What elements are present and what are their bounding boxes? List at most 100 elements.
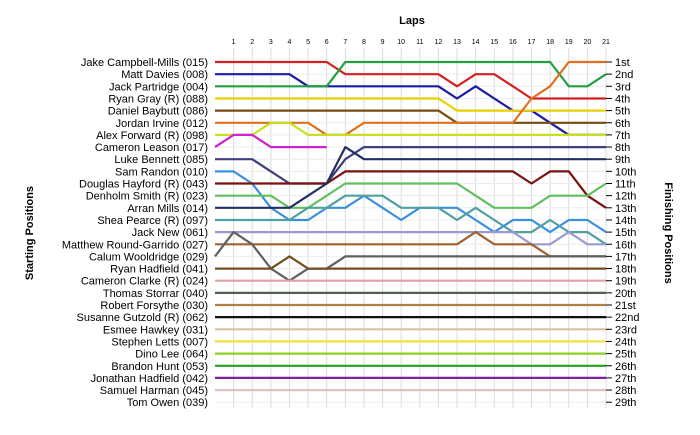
series-line-13 bbox=[215, 146, 606, 209]
series-line-8 bbox=[214, 133, 327, 149]
finishing-position-labels: 1st2nd3rd4th5th6th7th8th9th10th11th12th1… bbox=[606, 57, 639, 409]
starting-position-label: Brandon Hunt (053) bbox=[111, 361, 208, 373]
series-line-15 bbox=[215, 231, 606, 246]
finishing-position-label: 15th bbox=[615, 227, 636, 239]
finishing-position-label: 22nd bbox=[615, 312, 639, 324]
starting-position-label: Jonathan Hadfield (042) bbox=[91, 373, 208, 385]
finishing-position-label: 13th bbox=[615, 203, 636, 215]
starting-position-label: Denholm Smith (R) (023) bbox=[86, 191, 208, 203]
finishing-position-label: 2nd bbox=[615, 69, 633, 81]
x-tick-label: 8 bbox=[362, 39, 366, 46]
x-tick-label: 3 bbox=[269, 39, 273, 46]
starting-position-label: Cameron Leason (017) bbox=[95, 142, 208, 154]
finishing-position-label: 27th bbox=[615, 373, 636, 385]
starting-position-label: Jake Campbell-Mills (015) bbox=[81, 57, 208, 69]
finishing-position-label: 4th bbox=[615, 93, 630, 105]
finishing-position-label: 25th bbox=[615, 349, 636, 361]
starting-position-label: Jack Partridge (004) bbox=[109, 81, 208, 93]
x-tick-label: 17 bbox=[528, 39, 536, 46]
series-lines bbox=[214, 60, 607, 392]
series-line-18 bbox=[215, 255, 606, 270]
x-tick-label: 18 bbox=[546, 39, 554, 46]
x-tick-label: 21 bbox=[602, 39, 610, 46]
starting-position-label: Ryan Hadfield (041) bbox=[110, 264, 208, 276]
finishing-position-label: 5th bbox=[615, 106, 630, 118]
finishing-position-label: 9th bbox=[615, 154, 630, 166]
series-line-14 bbox=[215, 194, 607, 246]
finishing-position-label: 1st bbox=[615, 57, 630, 69]
finishing-position-label: 19th bbox=[615, 276, 636, 288]
series-line-3 bbox=[215, 60, 607, 88]
finishing-position-label: 26th bbox=[615, 361, 636, 373]
series-line-17 bbox=[214, 231, 606, 282]
finishing-position-label: 23rd bbox=[615, 324, 637, 336]
starting-position-label: Jordan Irvine (012) bbox=[116, 118, 208, 130]
starting-position-label: Douglas Hayford (R) (043) bbox=[79, 179, 208, 191]
starting-position-label: Sam Randon (010) bbox=[115, 166, 208, 178]
starting-position-label: Samuel Harman (045) bbox=[100, 385, 208, 397]
x-tick-label: 1 bbox=[232, 39, 236, 46]
x-tick-label: 16 bbox=[509, 39, 517, 46]
finishing-position-label: 12th bbox=[615, 191, 636, 203]
finishing-position-label: 18th bbox=[615, 264, 636, 276]
starting-position-label: Cameron Clarke (R) (024) bbox=[81, 276, 208, 288]
x-tick-label: 13 bbox=[453, 39, 461, 46]
starting-position-label: Matt Davies (008) bbox=[121, 69, 208, 81]
x-tick-label: 2 bbox=[250, 39, 254, 46]
x-axis-title: Laps bbox=[399, 15, 425, 27]
x-tick-label: 11 bbox=[416, 39, 423, 46]
finishing-position-label: 20th bbox=[615, 288, 636, 300]
x-tick-label: 6 bbox=[325, 39, 329, 46]
starting-position-label: Esmee Hawkey (031) bbox=[103, 324, 208, 336]
starting-position-label: Ryan Gray (R) (088) bbox=[108, 93, 208, 105]
finishing-position-label: 17th bbox=[615, 251, 636, 263]
finishing-position-label: 6th bbox=[615, 118, 630, 130]
x-tick-label: 12 bbox=[435, 39, 443, 46]
series-line-12 bbox=[215, 182, 607, 209]
series-line-16 bbox=[215, 231, 606, 258]
x-tick-labels: 1 2 3 4 5 6 7 8 9 10 11 12 13 14 15 16 17 18 19 20 21 bbox=[232, 39, 610, 46]
starting-position-label: Daniel Baybutt (086) bbox=[108, 106, 208, 118]
series-line-7 bbox=[215, 121, 606, 136]
starting-position-label: Luke Bennett (085) bbox=[114, 154, 208, 166]
finishing-position-label: 21st bbox=[615, 300, 636, 312]
starting-position-label: Tom Owen (039) bbox=[127, 397, 208, 409]
finishing-position-label: 8th bbox=[615, 142, 630, 154]
series-line-9 bbox=[215, 146, 606, 185]
x-tick-label: 7 bbox=[343, 39, 347, 46]
y-axis-title-right: Finishing Positions bbox=[662, 182, 674, 283]
finishing-position-label: 7th bbox=[615, 130, 630, 142]
starting-position-label: Arran Mills (014) bbox=[127, 203, 208, 215]
starting-position-labels: Jake Campbell-Mills (015)Matt Davies (00… bbox=[62, 57, 208, 409]
finishing-position-label: 28th bbox=[615, 385, 636, 397]
finishing-position-label: 16th bbox=[615, 239, 636, 251]
x-tick-label: 20 bbox=[583, 39, 591, 46]
starting-position-label: Shea Pearce (R) (097) bbox=[97, 215, 208, 227]
x-tick-label: 19 bbox=[565, 39, 573, 46]
starting-position-label: Thomas Storrar (040) bbox=[103, 288, 208, 300]
finishing-position-label: 10th bbox=[615, 166, 636, 178]
finishing-position-label: 24th bbox=[615, 336, 636, 348]
starting-position-label: Matthew Round-Garrido (027) bbox=[62, 239, 208, 251]
series-line-2 bbox=[215, 73, 606, 136]
finishing-position-label: 29th bbox=[615, 397, 636, 409]
series-line-1 bbox=[215, 60, 606, 100]
starting-position-label: Jack New (061) bbox=[132, 227, 208, 239]
x-tick-label: 5 bbox=[306, 39, 310, 46]
x-tick-label: 9 bbox=[381, 39, 385, 46]
x-tick-label: 4 bbox=[288, 39, 292, 46]
starting-position-label: Alex Forward (R) (098) bbox=[96, 130, 208, 142]
finishing-position-label: 3rd bbox=[615, 81, 631, 93]
starting-position-label: Calum Wooldridge (029) bbox=[89, 251, 208, 263]
starting-position-label: Dino Lee (064) bbox=[135, 349, 208, 361]
starting-position-label: Stephen Letts (007) bbox=[111, 336, 208, 348]
y-axis-title-left: Starting Positions bbox=[24, 186, 36, 280]
finishing-position-label: 14th bbox=[615, 215, 636, 227]
series-line-11 bbox=[215, 170, 607, 209]
x-tick-label: 10 bbox=[397, 39, 405, 46]
series-line-4 bbox=[215, 97, 606, 112]
x-tick-label: 15 bbox=[490, 39, 498, 46]
x-tick-label: 14 bbox=[472, 39, 480, 46]
starting-position-label: Susanne Gutzold (R) (062) bbox=[77, 312, 208, 324]
